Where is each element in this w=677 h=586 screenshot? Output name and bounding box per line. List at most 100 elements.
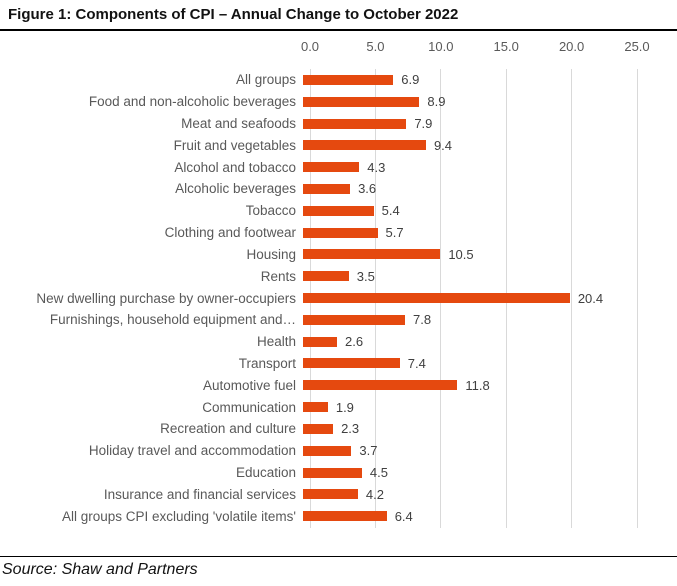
chart-row: Clothing and footwear 5.7: [0, 222, 677, 244]
chart-row: Furnishings, household equipment and… 7.8: [0, 309, 677, 331]
bar: [303, 423, 334, 434]
bar-chart: All groups 6.9 Food and non-alcoholic beve…: [0, 69, 677, 527]
bar: [303, 380, 458, 391]
bar: [303, 314, 406, 325]
category-label: Transport: [238, 355, 296, 371]
row-plot: 1.9: [303, 396, 677, 418]
row-plot: 3.5: [303, 265, 677, 287]
chart-row: Recreation and culture 2.3: [0, 418, 677, 440]
bar-value-label: 5.7: [385, 225, 404, 241]
bar-value-label: 3.6: [358, 181, 377, 197]
row-plot: 8.9: [303, 91, 677, 113]
bar-value-label: 4.3: [367, 159, 386, 175]
bar-value-label: 3.7: [359, 443, 378, 459]
row-plot: 9.4: [303, 134, 677, 156]
source-divider: [0, 556, 677, 557]
bar-value-label: 2.3: [341, 421, 360, 437]
row-plot: 7.4: [303, 353, 677, 375]
bar: [303, 249, 441, 260]
category-label: Clothing and footwear: [164, 225, 296, 241]
category-label: Housing: [246, 246, 296, 262]
row-plot: 4.2: [303, 483, 677, 505]
category-label: Communication: [202, 399, 296, 415]
category-label: Insurance and financial services: [103, 486, 296, 502]
bar-value-label: 7.9: [414, 116, 433, 132]
row-plot: 6.9: [303, 69, 677, 91]
category-label: Alcohol and tobacco: [174, 159, 296, 175]
bar: [303, 445, 352, 456]
row-plot: 11.8: [303, 374, 677, 396]
category-label: Recreation and culture: [160, 421, 296, 437]
bar-value-label: 7.8: [413, 312, 432, 328]
chart-row: Holiday travel and accommodation 3.7: [0, 440, 677, 462]
category-label: Health: [256, 334, 296, 350]
bar-value-label: 8.9: [427, 94, 446, 110]
category-label: Tobacco: [245, 203, 296, 219]
bar-value-label: 3.5: [356, 268, 375, 284]
bar: [303, 162, 360, 173]
bar-value-label: 5.4: [381, 203, 400, 219]
bar-value-label: 7.4: [407, 355, 426, 371]
bar: [303, 511, 387, 522]
bar: [303, 489, 358, 500]
row-plot: 7.8: [303, 309, 677, 331]
bar-value-label: 4.2: [365, 486, 384, 502]
figure-title: Figure 1: Components of CPI – Annual Cha…: [8, 6, 459, 23]
category-label: Holiday travel and accommodation: [88, 443, 296, 459]
x-axis-tick: 5.0: [366, 39, 385, 54]
category-label: Meat and seafoods: [181, 116, 296, 132]
chart-row: New dwelling purchase by owner-occupiers…: [0, 287, 677, 309]
bar: [303, 227, 378, 238]
gridline: [636, 69, 638, 528]
chart-row: Health 2.6: [0, 331, 677, 353]
bar: [303, 271, 349, 282]
category-label: Education: [235, 465, 296, 481]
bar: [303, 402, 328, 413]
bar: [303, 140, 426, 151]
bar-value-label: 1.9: [335, 399, 354, 415]
bar: [303, 467, 362, 478]
chart-row: Alcohol and tobacco 4.3: [0, 156, 677, 178]
category-label: All groups CPI excluding 'volatile items…: [61, 508, 296, 524]
category-label: Food and non-alcoholic beverages: [88, 94, 296, 110]
row-plot: 2.3: [303, 418, 677, 440]
bar-value-label: 9.4: [433, 137, 453, 153]
category-label: Automotive fuel: [202, 377, 296, 393]
bar-value-label: 6.9: [401, 72, 420, 88]
bar-value-label: 4.5: [369, 465, 388, 481]
chart-row: Housing 10.5: [0, 244, 677, 266]
row-plot: 3.6: [303, 178, 677, 200]
category-label: Furnishings, household equipment and…: [49, 312, 296, 328]
row-plot: 4.3: [303, 156, 677, 178]
category-label: All groups: [235, 72, 296, 88]
chart-row: All groups CPI excluding 'volatile items…: [0, 505, 677, 527]
chart-row: Insurance and financial services 4.2: [0, 483, 677, 505]
title-underline: [0, 29, 677, 31]
x-axis-tick: 20.0: [558, 39, 585, 54]
row-plot: 3.7: [303, 440, 677, 462]
chart-row: Tobacco 5.4: [0, 200, 677, 222]
bar-value-label: 6.4: [394, 508, 413, 524]
bar: [303, 183, 351, 194]
gridline: [571, 69, 573, 528]
bar: [303, 293, 570, 304]
chart-row: Communication 1.9: [0, 396, 677, 418]
chart-row: Education 4.5: [0, 462, 677, 484]
row-plot: 5.7: [303, 222, 677, 244]
row-plot: 2.6: [303, 331, 677, 353]
chart-row: Alcoholic beverages 3.6: [0, 178, 677, 200]
row-plot: 20.4: [303, 287, 677, 309]
bar: [303, 74, 394, 85]
chart-row: Transport 7.4: [0, 353, 677, 375]
row-plot: 10.5: [303, 244, 677, 266]
bar-value-label: 11.8: [465, 377, 490, 393]
bar: [303, 205, 374, 216]
bar-value-label: 10.5: [448, 246, 474, 262]
category-label: Fruit and vegetables: [173, 137, 296, 153]
chart-row: Automotive fuel 11.8: [0, 374, 677, 396]
bar: [303, 358, 400, 369]
category-label: Alcoholic beverages: [175, 181, 296, 197]
x-axis-tick: 25.0: [624, 39, 650, 54]
row-plot: 7.9: [303, 113, 677, 135]
